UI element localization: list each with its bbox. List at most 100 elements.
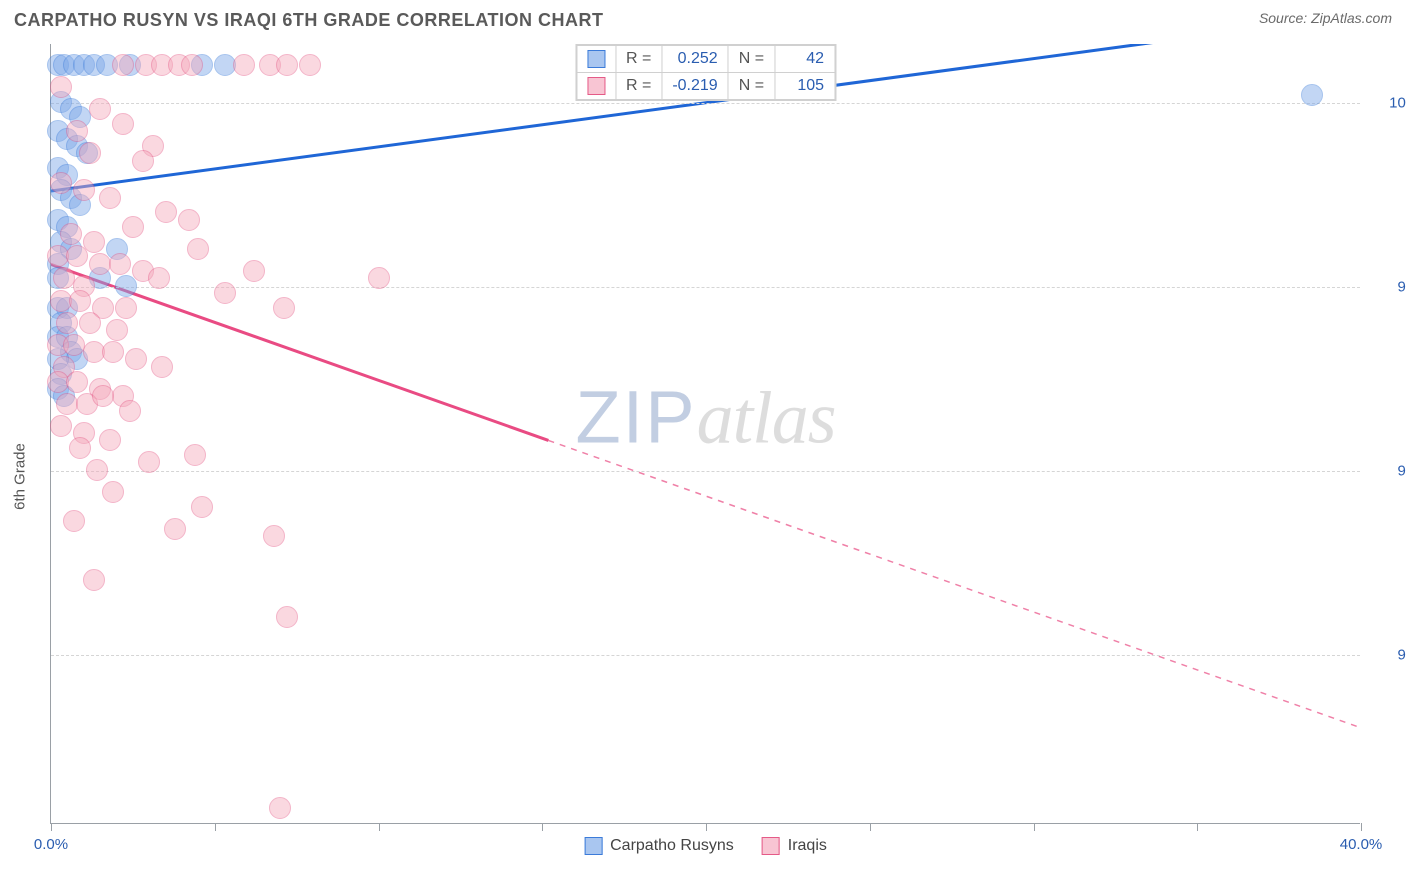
data-point	[214, 282, 236, 304]
legend-n-label-1: N =	[728, 73, 774, 100]
x-tick	[1197, 823, 1198, 831]
data-point	[50, 172, 72, 194]
data-point	[66, 120, 88, 142]
data-point	[79, 142, 101, 164]
grid-line	[51, 655, 1360, 656]
data-point	[66, 245, 88, 267]
grid-line	[51, 287, 1360, 288]
data-point	[164, 518, 186, 540]
data-point	[151, 356, 173, 378]
legend-label: Iraqis	[788, 837, 827, 855]
y-tick-label: 100.0%	[1368, 94, 1406, 111]
legend-label: Carpatho Rusyns	[610, 837, 734, 855]
data-point	[102, 341, 124, 363]
data-point	[299, 54, 321, 76]
data-point	[66, 371, 88, 393]
data-point	[109, 253, 131, 275]
x-axis-label: 0.0%	[34, 836, 68, 853]
watermark: ZIPatlas	[575, 374, 835, 461]
data-point	[368, 267, 390, 289]
source-attribution: Source: ZipAtlas.com	[1259, 10, 1392, 26]
data-point	[50, 415, 72, 437]
x-tick	[1361, 823, 1362, 831]
chart-title: CARPATHO RUSYN VS IRAQI 6TH GRADE CORREL…	[14, 10, 604, 31]
legend-item: Iraqis	[762, 837, 827, 855]
data-point	[148, 267, 170, 289]
data-point	[60, 223, 82, 245]
data-point	[181, 54, 203, 76]
x-tick	[706, 823, 707, 831]
x-tick	[379, 823, 380, 831]
legend-item: Carpatho Rusyns	[584, 837, 734, 855]
data-point	[99, 187, 121, 209]
plot-area: ZIPatlas R = 0.252 N = 42 R = -0.219	[50, 44, 1360, 824]
trend-lines	[51, 44, 1360, 823]
data-point	[115, 297, 137, 319]
data-point	[92, 385, 114, 407]
data-point	[112, 54, 134, 76]
legend-r-value-0: 0.252	[662, 46, 728, 73]
data-point	[86, 459, 108, 481]
chart-container: CARPATHO RUSYN VS IRAQI 6TH GRADE CORREL…	[0, 0, 1406, 892]
x-tick	[51, 823, 52, 831]
data-point	[119, 400, 141, 422]
data-point	[79, 312, 101, 334]
data-point	[125, 348, 147, 370]
data-point	[69, 437, 91, 459]
y-tick-label: 95.0%	[1368, 462, 1406, 479]
x-tick	[542, 823, 543, 831]
data-point	[112, 113, 134, 135]
legend-r-label-1: R =	[615, 73, 661, 100]
x-tick	[215, 823, 216, 831]
data-point	[138, 451, 160, 473]
data-point	[102, 481, 124, 503]
data-point	[276, 54, 298, 76]
grid-line	[51, 103, 1360, 104]
data-point	[56, 312, 78, 334]
data-point	[178, 209, 200, 231]
data-point	[155, 201, 177, 223]
data-point	[89, 98, 111, 120]
series-legend: Carpatho Rusyns Iraqis	[584, 837, 827, 855]
legend-swatch-1	[587, 77, 605, 95]
legend-row-series-1: R = -0.219 N = 105	[576, 73, 834, 100]
legend-r-label-0: R =	[615, 46, 661, 73]
data-point	[50, 76, 72, 98]
data-point	[191, 496, 213, 518]
x-tick	[1034, 823, 1035, 831]
data-point	[83, 569, 105, 591]
legend-swatch-0	[587, 50, 605, 68]
chart-header: CARPATHO RUSYN VS IRAQI 6TH GRADE CORREL…	[0, 0, 1406, 37]
data-point	[187, 238, 209, 260]
data-point	[122, 216, 144, 238]
data-point	[269, 797, 291, 819]
y-axis-title: 6th Grade	[12, 443, 29, 510]
legend-row-series-0: R = 0.252 N = 42	[576, 46, 834, 73]
data-point	[233, 54, 255, 76]
x-axis-label: 40.0%	[1340, 836, 1383, 853]
data-point	[99, 429, 121, 451]
y-tick-label: 92.5%	[1368, 646, 1406, 663]
data-point	[73, 179, 95, 201]
legend-swatch	[584, 837, 602, 855]
data-point	[69, 290, 91, 312]
watermark-atlas: atlas	[697, 377, 836, 459]
grid-line	[51, 471, 1360, 472]
data-point	[132, 150, 154, 172]
data-point	[263, 525, 285, 547]
y-tick-label: 97.5%	[1368, 278, 1406, 295]
legend-n-value-0: 42	[775, 46, 835, 73]
watermark-zip: ZIP	[575, 375, 696, 458]
legend-n-label-0: N =	[728, 46, 774, 73]
correlation-legend: R = 0.252 N = 42 R = -0.219 N = 105	[575, 44, 836, 101]
x-tick	[870, 823, 871, 831]
data-point	[243, 260, 265, 282]
data-point	[1301, 84, 1323, 106]
legend-swatch	[762, 837, 780, 855]
legend-r-value-1: -0.219	[662, 73, 728, 100]
data-point	[184, 444, 206, 466]
legend-n-value-1: 105	[775, 73, 835, 100]
data-point	[63, 510, 85, 532]
data-point	[276, 606, 298, 628]
data-point	[273, 297, 295, 319]
